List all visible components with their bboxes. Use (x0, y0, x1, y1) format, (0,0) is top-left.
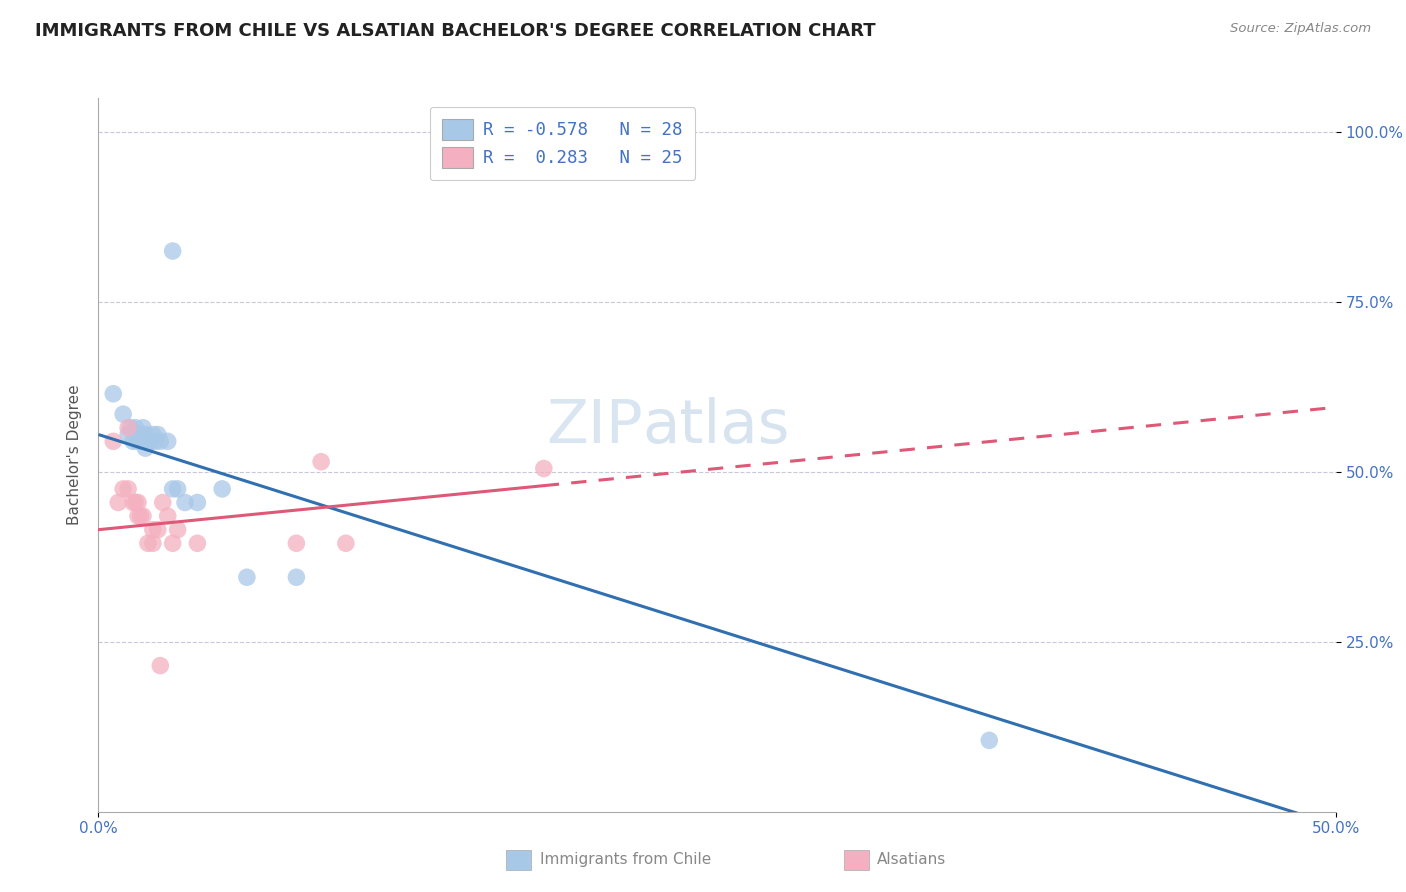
Point (124, 495, 146, 509)
Point (117, 421, 139, 435)
Text: Immigrants from Chile: Immigrants from Chile (540, 853, 711, 867)
Text: Alsatians: Alsatians (877, 853, 946, 867)
Point (162, 482, 184, 496)
Point (162, 244, 184, 258)
Point (120, 421, 142, 435)
Point (236, 570, 259, 584)
Point (136, 434, 159, 449)
Point (124, 421, 146, 435)
Point (152, 495, 174, 509)
Point (103, 434, 125, 449)
Point (174, 495, 197, 509)
Point (134, 427, 156, 442)
Point (122, 434, 145, 449)
Point (166, 482, 188, 496)
Point (132, 421, 155, 435)
Point (127, 509, 149, 524)
Point (285, 536, 308, 550)
Point (142, 427, 165, 442)
Text: atlas: atlas (643, 397, 790, 456)
Point (112, 482, 135, 496)
Point (156, 509, 179, 524)
Point (136, 536, 159, 550)
Legend: R = -0.578   N = 28, R =  0.283   N = 25: R = -0.578 N = 28, R = 0.283 N = 25 (430, 107, 695, 180)
Point (127, 434, 149, 449)
Point (146, 427, 169, 442)
Text: IMMIGRANTS FROM CHILE VS ALSATIAN BACHELOR'S DEGREE CORRELATION CHART: IMMIGRANTS FROM CHILE VS ALSATIAN BACHEL… (35, 22, 876, 40)
Point (533, 461, 555, 475)
Point (112, 407, 135, 421)
Point (979, 733, 1001, 747)
Point (186, 536, 208, 550)
Point (117, 427, 139, 442)
Point (142, 536, 165, 550)
Point (186, 495, 208, 509)
Point (309, 455, 332, 469)
Text: ZIP: ZIP (546, 397, 643, 456)
Point (117, 482, 139, 496)
Point (103, 386, 125, 401)
Point (139, 434, 162, 449)
Point (166, 523, 188, 537)
Point (146, 523, 169, 537)
Text: Source: ZipAtlas.com: Source: ZipAtlas.com (1230, 22, 1371, 36)
Point (149, 658, 172, 673)
Point (122, 495, 145, 509)
Y-axis label: Bachelor's Degree: Bachelor's Degree (66, 384, 82, 525)
Point (143, 434, 166, 449)
Point (335, 536, 357, 550)
Point (132, 509, 155, 524)
Point (285, 570, 308, 584)
Point (142, 523, 165, 537)
Point (132, 434, 155, 449)
Point (162, 536, 184, 550)
Point (107, 495, 129, 509)
Point (211, 482, 233, 496)
Point (127, 495, 149, 509)
Point (156, 434, 179, 449)
Point (129, 427, 152, 442)
Point (129, 509, 152, 524)
Point (134, 441, 156, 455)
Point (149, 434, 172, 449)
